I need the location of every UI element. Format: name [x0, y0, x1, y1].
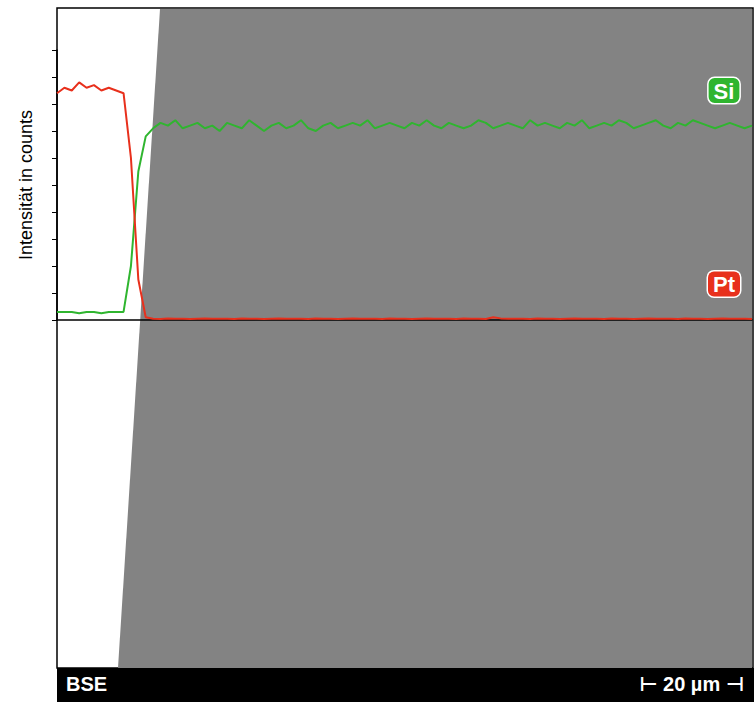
svg-text:Pt: Pt	[713, 272, 736, 297]
svg-text:BSE: BSE	[66, 673, 107, 695]
svg-text:Si: Si	[714, 79, 735, 104]
svg-text:⊢ 20 µm ⊣: ⊢ 20 µm ⊣	[639, 673, 744, 695]
svg-text:Intensität in counts: Intensität in counts	[16, 110, 36, 260]
